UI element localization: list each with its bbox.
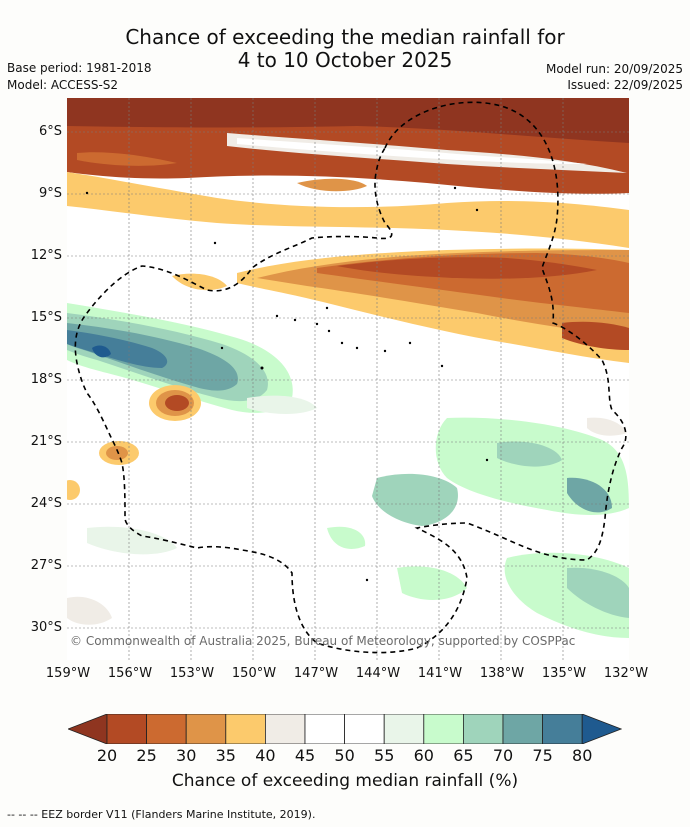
- colorbar-tick-label: 40: [255, 746, 276, 765]
- lon-label-144w: 144°W: [355, 666, 401, 681]
- lat-label-18s: 18°S: [30, 372, 62, 387]
- lon-label-138w: 138°W: [479, 666, 525, 681]
- lon-label-132w: 132°W: [603, 666, 649, 681]
- colorbar-tick-label: 55: [374, 746, 395, 765]
- lat-label-30s: 30°S: [30, 620, 62, 635]
- colorbar-swatch: [383, 713, 425, 745]
- colorbar-swatch: [462, 713, 504, 745]
- rainfall-map: [67, 98, 629, 660]
- colorbar-tick-label: 20: [96, 746, 118, 765]
- colorbar-swatch: [304, 713, 345, 745]
- colorbar-tick-label: 60: [413, 746, 434, 765]
- colorbar-tick-label: 50: [334, 746, 355, 765]
- copyright-notice: © Commonwealth of Australia 2025, Bureau…: [70, 634, 576, 648]
- map-title-line1: Chance of exceeding the median rainfall …: [125, 25, 565, 49]
- colorbar-swatch: [225, 713, 266, 745]
- lat-label-15s: 15°S: [30, 310, 62, 325]
- lat-label-24s: 24°S: [30, 496, 62, 511]
- lon-label-153w: 153°W: [169, 666, 215, 681]
- colorbar-swatch: [344, 713, 385, 745]
- colorbar-canvas: [66, 713, 623, 745]
- model-name: Model: ACCESS-S2: [7, 78, 119, 92]
- map-title-line2: 4 to 10 October 2025: [237, 48, 453, 72]
- colorbar-tick-label: 25: [136, 746, 157, 765]
- model-run: Model run: 20/09/2025: [545, 62, 683, 76]
- lon-label-156w: 156°W: [107, 666, 153, 681]
- colorbar-tick-label: 65: [453, 746, 474, 765]
- colorbar-low-arrow: [66, 713, 108, 745]
- colorbar-tick-label: 80: [572, 746, 593, 765]
- colorbar-swatch: [542, 713, 583, 745]
- colorbar-swatch: [264, 713, 306, 745]
- lon-label-135w: 135°W: [541, 666, 587, 681]
- colorbar-tick-label: 45: [294, 746, 316, 765]
- eez-footnote: -- -- -- EEZ border V11 (Flanders Marine…: [7, 808, 316, 821]
- lat-label-27s: 27°S: [30, 558, 62, 573]
- lat-label-21s: 21°S: [30, 434, 62, 449]
- colorbar-tick-label: 75: [532, 746, 553, 765]
- rainfall-map-canvas: [67, 98, 629, 660]
- lat-label-12s: 12°S: [30, 248, 62, 263]
- lon-label-159w: 159°W: [45, 666, 91, 681]
- colorbar-tick-label: 35: [215, 746, 236, 765]
- colorbar-swatch: [106, 713, 147, 745]
- colorbar-swatch: [502, 713, 543, 745]
- base-period: Base period: 1981-2018: [7, 61, 152, 75]
- colorbar: [66, 713, 623, 745]
- lon-label-141w: 141°W: [417, 666, 463, 681]
- lon-label-147w: 147°W: [293, 666, 339, 681]
- lat-label-9s: 9°S: [38, 186, 62, 201]
- colorbar-label: Chance of exceeding median rainfall (%): [171, 771, 519, 791]
- colorbar-swatch: [146, 713, 187, 745]
- lon-label-150w: 150°W: [231, 666, 277, 681]
- colorbar-tick-label: 70: [492, 746, 514, 765]
- colorbar-tick-label: 30: [176, 746, 197, 765]
- issued-date: Issued: 22/09/2025: [567, 78, 683, 92]
- colorbar-swatch: [423, 713, 464, 745]
- colorbar-high-arrow: [581, 713, 623, 745]
- lat-label-6s: 6°S: [38, 124, 62, 139]
- colorbar-swatch: [185, 713, 227, 745]
